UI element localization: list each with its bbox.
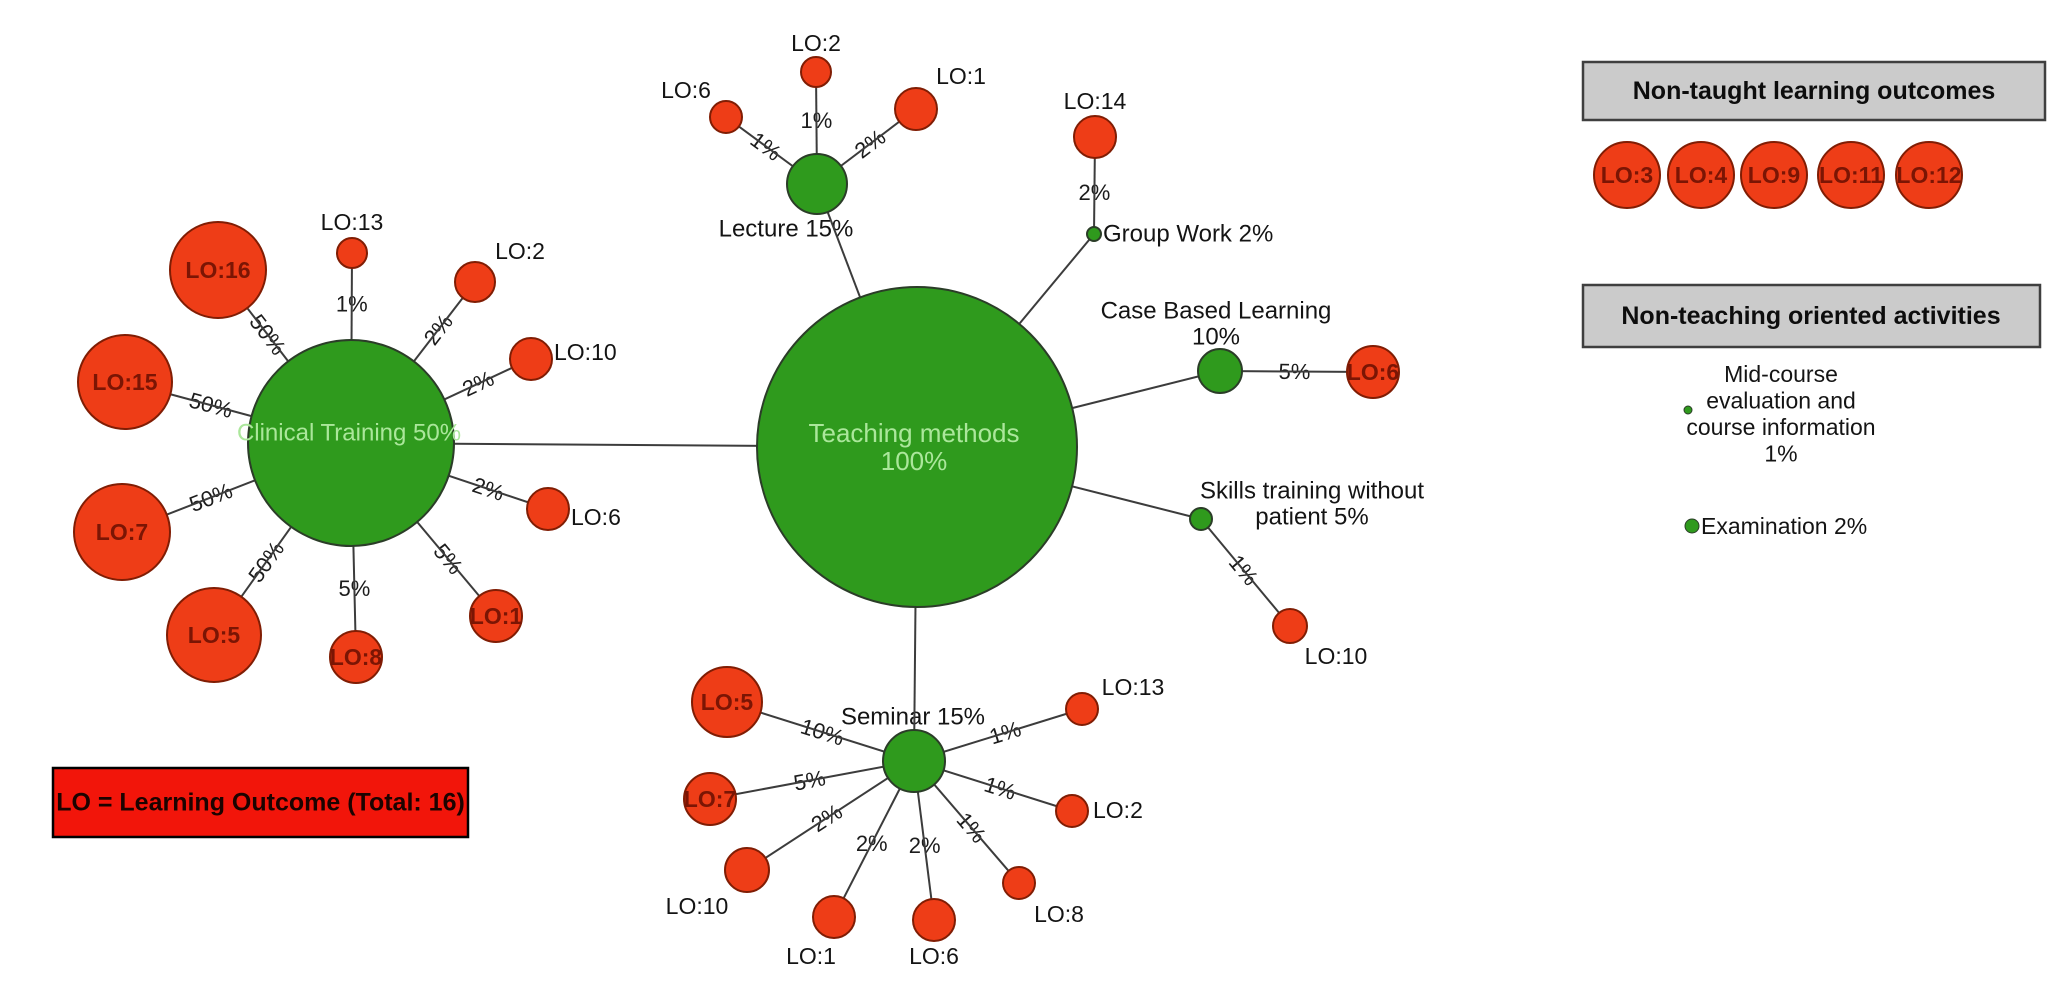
node-label-clinical-training-lo7: LO:7: [96, 519, 148, 545]
node-label-clinical-training-lo15: LO:15: [92, 369, 157, 395]
node-skills-training-without-patient: [1189, 507, 1213, 531]
node-non-taught-lo4: [1667, 141, 1735, 209]
node-clinical-training-lo10: [509, 337, 553, 381]
side-panels: Non-taught learning outcomes LO:3 LO:4 LO:9…: [1581, 60, 2047, 539]
node-lecture-lo1: [894, 87, 938, 131]
node-label-clinical-training-lo13: LO:13: [321, 209, 384, 235]
satellite-labels: LO:13 LO:2 LO:10 LO:6 LO:6 LO:2 LO:1 LO:14 LO:10…: [321, 30, 1368, 969]
node-label-clinical-training-lo8: LO:8: [330, 644, 383, 670]
node-label-skills-training-without-patient-line2: patient 5%: [1255, 504, 1368, 531]
node-label-group-work-lo14: LO:14: [1064, 88, 1127, 114]
node-clinical-training: [247, 339, 455, 547]
legend-text: LO = Learning Outcome (Total: 16): [56, 789, 465, 817]
node-label-non-taught-lo4: LO:4: [1675, 162, 1728, 188]
activity-label-examination-line1: Examination 2%: [1701, 513, 1867, 539]
node-label-teaching-methods-line1: Teaching methods: [808, 418, 1019, 448]
node-label-skills-training-without-patient-line1: Skills training without: [1200, 478, 1424, 505]
node-label-seminar-lo8: LO:8: [1034, 901, 1084, 927]
node-label-case-based-learning-line2: 10%: [1192, 324, 1240, 351]
node-non-taught-lo11: [1817, 141, 1885, 209]
non-teaching-header-box: [1581, 283, 2042, 349]
node-clinical-training-lo6: [526, 487, 570, 531]
node-clinical-training-lo5: [166, 587, 262, 683]
non-taught-header-box: [1581, 60, 2047, 122]
node-label-seminar-lo7: LO:7: [684, 786, 736, 812]
hub-labels: Lecture 15% Group Work 2%Case Based Learn…: [719, 216, 1425, 731]
node-skills-training-without-patient-lo10: [1272, 608, 1308, 644]
node-label-clinical-training-lo2: LO:2: [495, 238, 545, 264]
node-label-seminar-lo13: LO:13: [1102, 674, 1165, 700]
node-label-clinical-training-lo1: LO:1: [470, 603, 523, 629]
edge-skills-training-without-patient-lo10: [1200, 518, 1291, 627]
node-seminar-lo1: [812, 895, 856, 939]
node-seminar-lo2: [1055, 794, 1089, 828]
node-non-taught-lo3: [1593, 141, 1661, 209]
non-teaching-header-title: Non-teaching oriented activities: [1621, 302, 2000, 330]
legend: LO = Learning Outcome (Total: 16): [51, 766, 470, 839]
node-clinical-training-lo8: [329, 630, 383, 684]
node-case-based-learning: [1197, 348, 1243, 394]
node-teaching-methods: [756, 286, 1078, 608]
node-label-seminar-lo10: LO:10: [666, 893, 729, 919]
activity-label-mid-course-evaluation-line4: 1%: [1764, 441, 1797, 467]
node-seminar-lo8: [1002, 866, 1036, 900]
node-label-non-taught-lo11: LO:11: [1819, 162, 1883, 188]
node-clinical-training-lo15: [77, 334, 173, 430]
node-clinical-training-lo2: [454, 261, 496, 303]
node-clinical-training-lo13: [336, 237, 368, 269]
node-label-seminar-lo1: LO:1: [786, 943, 836, 969]
node-label-clinical-training-lo5: LO:5: [188, 622, 241, 648]
legend-box: [51, 766, 470, 839]
dot-examination: [1684, 518, 1700, 534]
node-label-clinical-training: Clinical Training 50%: [237, 420, 461, 447]
node-label-non-taught-lo9: LO:9: [1748, 162, 1800, 188]
node-label-non-taught-lo3: LO:3: [1601, 162, 1653, 188]
node-label-seminar: Seminar 15%: [841, 704, 985, 731]
node-label-clinical-training-lo10: LO:10: [554, 339, 617, 365]
node-label-teaching-methods-line2: 100%: [881, 446, 948, 476]
node-label-seminar-lo5: LO:5: [701, 689, 754, 715]
node-label-clinical-training-lo6: LO:6: [571, 504, 621, 530]
inside-node-labels: LO:16 LO:15 LO:7 LO:5 LO:8 LO:1 Clinical Train…: [92, 257, 1399, 812]
node-lecture-lo2: [800, 56, 832, 88]
node-seminar-lo5: [691, 666, 763, 738]
dot-mid-course-evaluation: [1683, 405, 1693, 415]
node-non-taught-lo12: [1895, 141, 1963, 209]
node-seminar-lo10: [724, 847, 770, 893]
nodes: [73, 56, 1400, 942]
node-seminar-lo7: [683, 772, 737, 826]
node-seminar-lo13: [1065, 692, 1099, 726]
node-clinical-training-lo7: [73, 483, 171, 581]
node-label-case-based-learning-line1: Case Based Learning: [1101, 298, 1332, 325]
activity-label-mid-course-evaluation-line2: evaluation and: [1706, 388, 1856, 414]
node-label-lecture-lo1: LO:1: [936, 63, 986, 89]
node-label-skills-training-without-patient-lo10: LO:10: [1305, 643, 1368, 669]
node-group-work-lo14: [1073, 115, 1117, 159]
node-lecture-lo6: [709, 100, 743, 134]
node-label-seminar-lo2: LO:2: [1093, 797, 1143, 823]
activity-label-mid-course-evaluation-line3: course information: [1686, 414, 1875, 440]
node-label-lecture-lo2: LO:2: [791, 30, 841, 56]
node-label-seminar-lo6: LO:6: [909, 943, 959, 969]
node-non-taught-lo9: [1740, 141, 1808, 209]
node-seminar: [882, 729, 946, 793]
node-clinical-training-lo1: [469, 589, 523, 643]
node-group-work: [1086, 226, 1102, 242]
node-label-case-based-learning-lo6: LO:6: [1347, 359, 1399, 385]
node-lecture: [786, 153, 848, 215]
node-clinical-training-lo16: [169, 221, 267, 319]
node-seminar-lo6: [912, 898, 956, 942]
node-label-non-taught-lo12: LO:12: [1896, 162, 1961, 188]
node-label-group-work: Group Work 2%: [1103, 221, 1273, 248]
node-case-based-learning-lo6: [1346, 345, 1400, 399]
node-label-lecture-lo6: LO:6: [661, 77, 711, 103]
node-label-clinical-training-lo16: LO:16: [185, 257, 250, 283]
non-taught-header-title: Non-taught learning outcomes: [1633, 77, 1996, 105]
edge-seminar-lo10: [746, 760, 915, 871]
edge-seminar-lo7: [709, 760, 915, 800]
activity-label-mid-course-evaluation-line1: Mid-course: [1724, 361, 1838, 387]
